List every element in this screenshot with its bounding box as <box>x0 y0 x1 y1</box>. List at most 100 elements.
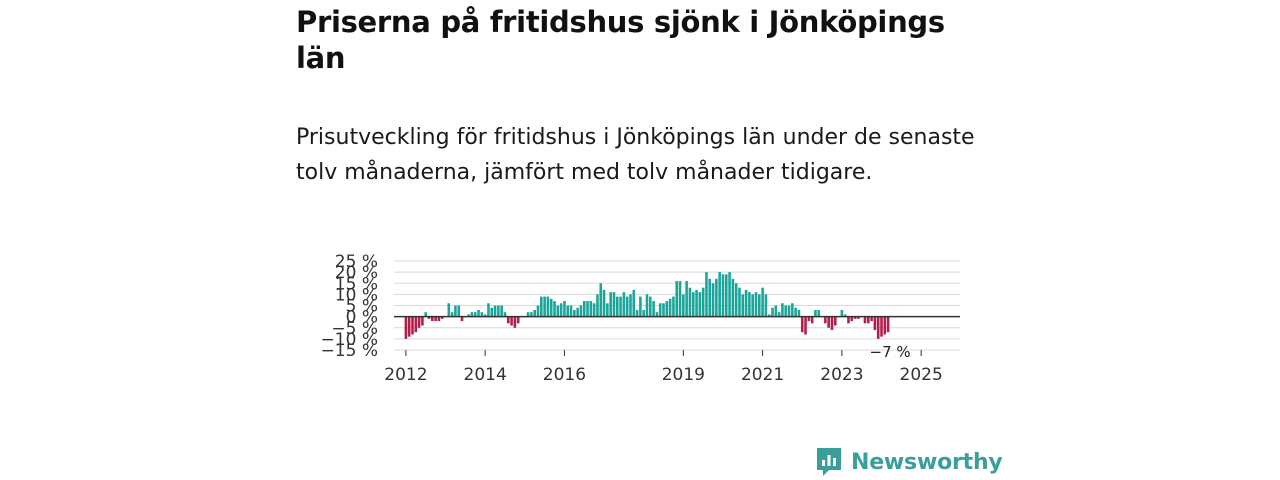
bar <box>440 316 444 319</box>
bar <box>625 296 629 317</box>
bar <box>510 316 513 326</box>
bar <box>457 305 461 317</box>
bar <box>672 296 675 317</box>
bar <box>563 301 566 317</box>
bar <box>688 287 692 317</box>
bar <box>807 316 811 322</box>
bar <box>606 303 609 317</box>
bar <box>685 281 688 317</box>
bar <box>632 289 636 317</box>
bar <box>586 301 589 317</box>
bar <box>655 312 659 317</box>
bar <box>483 314 487 317</box>
bar <box>764 294 768 317</box>
bar <box>467 314 470 317</box>
y-tick-label: 25 % <box>335 252 378 272</box>
bar <box>876 316 880 339</box>
newsworthy-chart-icon <box>817 448 841 476</box>
bar <box>526 312 530 317</box>
bar <box>447 303 451 317</box>
bar <box>573 309 576 317</box>
bar <box>622 292 626 317</box>
bar <box>592 303 596 317</box>
bar <box>675 281 679 317</box>
bar <box>748 292 751 317</box>
bar <box>771 307 774 317</box>
bar <box>559 303 563 317</box>
bar <box>530 312 533 317</box>
bar <box>665 301 669 317</box>
bar <box>678 281 682 317</box>
bar <box>460 316 464 322</box>
x-tick-label: 2014 <box>464 365 507 385</box>
bar <box>873 316 877 330</box>
bar <box>543 296 546 317</box>
bar <box>424 312 427 317</box>
bar <box>619 296 622 317</box>
x-tick-label: 2012 <box>384 365 427 385</box>
bar <box>407 316 411 337</box>
bar <box>738 287 741 317</box>
bar <box>652 301 655 317</box>
x-tick-label: 2019 <box>662 365 705 385</box>
bar <box>417 316 421 328</box>
bar <box>414 316 418 333</box>
last-value-label: −7 % <box>870 343 911 361</box>
bar <box>767 314 771 317</box>
bar <box>731 278 735 317</box>
bar <box>540 296 543 317</box>
bar <box>695 289 698 317</box>
bar <box>867 316 870 324</box>
bar <box>612 292 616 317</box>
bar <box>473 312 477 317</box>
bar <box>434 316 437 322</box>
bar <box>404 316 408 339</box>
bar <box>830 316 834 330</box>
brand-logo[interactable]: Newsworthy <box>815 446 1003 478</box>
bar <box>833 316 837 326</box>
bar <box>734 283 738 317</box>
bar <box>754 292 758 317</box>
bar <box>480 312 484 317</box>
bar <box>708 278 712 317</box>
bar <box>579 305 583 317</box>
bar <box>787 305 791 317</box>
y-tick-label: −5 % <box>331 319 378 339</box>
bar <box>629 294 632 317</box>
bar <box>698 292 702 317</box>
bar <box>506 316 510 324</box>
bar <box>602 289 606 317</box>
bar-chart: −15 %−10 %−5 %0 %5 %10 %15 %20 %25 % 2012… <box>321 252 960 385</box>
bar <box>513 316 517 328</box>
bar <box>635 309 639 317</box>
bar <box>477 309 480 317</box>
bar <box>599 283 603 317</box>
bar <box>777 312 781 317</box>
bar <box>589 301 593 317</box>
bar <box>503 312 507 317</box>
bar <box>682 294 685 317</box>
bar <box>649 296 652 317</box>
bar <box>883 316 887 335</box>
y-tick-label: −10 % <box>321 330 378 350</box>
bar <box>863 316 867 324</box>
bar <box>536 305 540 317</box>
bar <box>421 316 424 326</box>
bar <box>810 316 814 324</box>
x-tick-label: 2023 <box>820 365 863 385</box>
bar <box>658 303 662 317</box>
bar <box>691 292 695 317</box>
bar <box>596 294 599 317</box>
bar <box>609 292 612 317</box>
bar <box>437 316 441 322</box>
bar <box>705 272 708 317</box>
y-tick-label: 5 % <box>346 297 378 317</box>
y-tick-label: 0 % <box>346 308 378 328</box>
bar <box>724 274 728 317</box>
bar <box>847 316 850 324</box>
bar <box>576 307 579 317</box>
y-tick-label: 20 % <box>335 263 378 283</box>
bar <box>556 305 560 317</box>
bar <box>781 303 784 317</box>
brand-name: Newsworthy <box>851 449 1003 475</box>
